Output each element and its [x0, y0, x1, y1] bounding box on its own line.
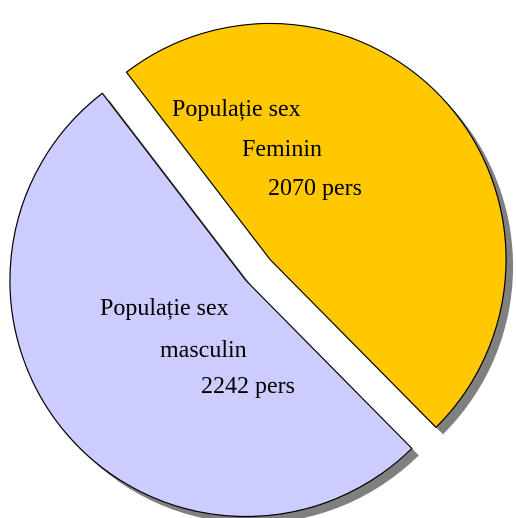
slice-label-0-line-2: 2070 pers [268, 175, 362, 201]
pie-slice-1 [9, 92, 413, 518]
slice-label-1-line-2: 2242 pers [201, 373, 295, 399]
slice-label-1-line-1: masculin [160, 337, 247, 363]
slice-label-1-line-0: Populație sex [100, 295, 229, 321]
pie-slice-0 [125, 22, 507, 429]
slice-labels: Populație sex Feminin 2070 pers Populație s… [100, 96, 362, 399]
pie-slices [9, 22, 507, 518]
slice-label-0-line-0: Populație sex [172, 96, 301, 122]
slice-label-0-line-1: Feminin [242, 136, 322, 162]
